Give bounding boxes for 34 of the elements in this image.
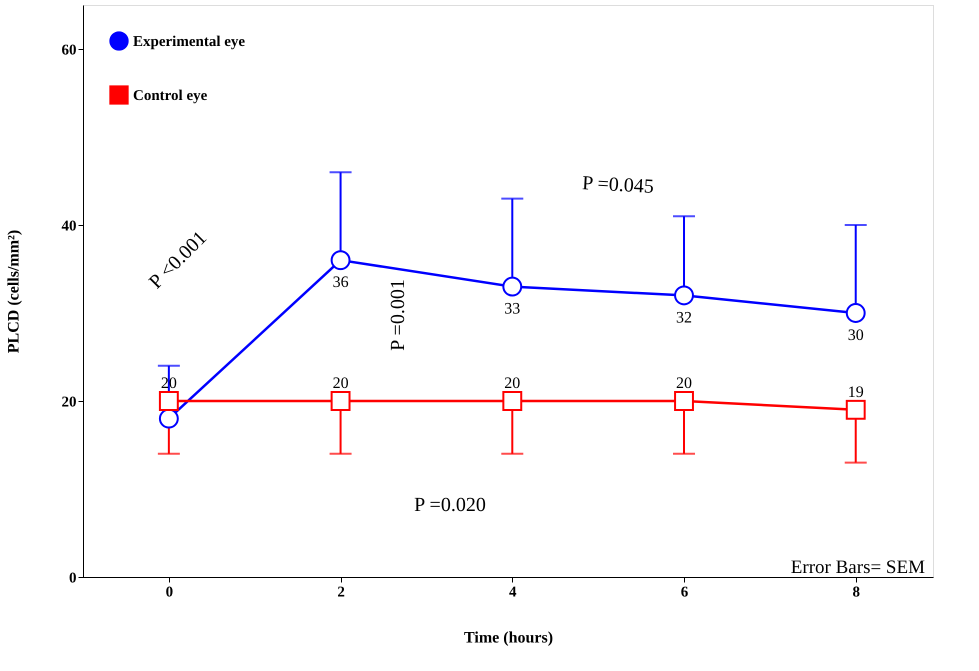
annotation: P =0.001 [387, 279, 409, 351]
point [502, 391, 522, 411]
point [846, 400, 866, 420]
annotation: Error Bars= SEM [790, 557, 926, 578]
annotation: P =0.020 [414, 494, 486, 516]
point [502, 276, 522, 297]
x-tick-label: 4 [509, 584, 518, 600]
x-axis-title: Time (hours) [464, 630, 554, 646]
data-label: 36 [332, 274, 349, 292]
x-tick-label: 6 [680, 584, 689, 600]
point [674, 285, 694, 306]
data-label: 19 [848, 384, 864, 401]
data-label: 32 [676, 309, 692, 326]
point [158, 391, 179, 411]
x-tick-label: 0 [166, 584, 174, 600]
data-label: 20 [504, 375, 520, 392]
y-axis-title: PLCD (cells/mm²) [6, 230, 22, 354]
point [846, 303, 866, 323]
legend-label: Experimental eye [133, 34, 246, 50]
data-label: 20 [332, 375, 349, 392]
point [674, 391, 694, 411]
x-tick-label: 8 [852, 584, 860, 600]
data-label: 33 [504, 300, 520, 318]
y-tick-label: 20 [62, 394, 76, 410]
point [330, 391, 351, 411]
x-tick-label: 2 [337, 584, 345, 600]
data-label: 30 [848, 327, 864, 344]
y-tick-label: 0 [69, 570, 76, 586]
legend-label: Control eye [133, 88, 208, 104]
y-tick-label: 60 [62, 42, 76, 58]
annotation: P =0.045 [582, 172, 654, 198]
data-label: 20 [676, 375, 692, 392]
point [330, 250, 351, 270]
y-tick-label: 40 [62, 218, 76, 234]
